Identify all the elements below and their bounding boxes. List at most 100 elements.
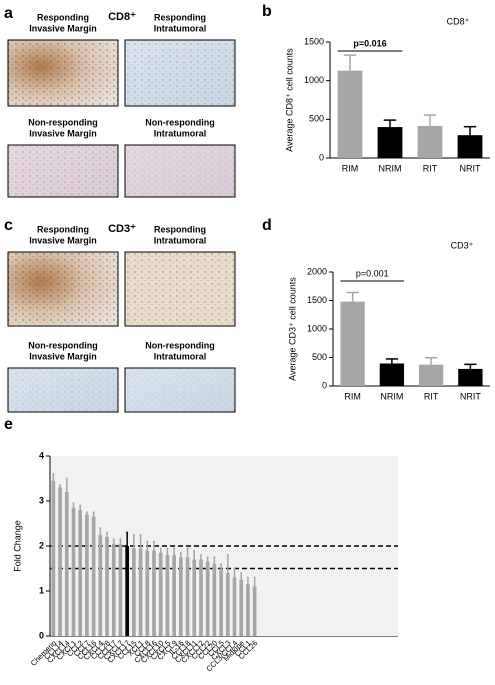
image-label: Invasive Margin (29, 23, 97, 33)
y-tick-label: 2 (39, 540, 44, 550)
bar (377, 127, 403, 158)
bar (105, 537, 109, 636)
x-tick-label: NRIT (460, 163, 481, 173)
micrographs (7, 39, 236, 413)
panel-letter: d (262, 217, 272, 234)
x-tick-label: RIT (423, 163, 438, 173)
micrograph-texture (125, 368, 235, 412)
panel-letter: e (4, 416, 13, 433)
x-tick-label: RIM (344, 391, 361, 401)
bar (379, 363, 405, 386)
image-label: Non-responding (28, 340, 98, 350)
image-label: Non-responding (145, 340, 215, 350)
bar (158, 552, 163, 636)
image-label: Intratumoral (154, 128, 207, 138)
image-label: Invasive Margin (29, 235, 97, 245)
p-value: p=0.016 (353, 38, 386, 48)
x-tick-label: NRIT (460, 391, 481, 401)
bar (91, 516, 96, 636)
y-tick-label: 500 (309, 114, 324, 124)
bar (152, 550, 156, 636)
chart-title: CD8⁺ (447, 16, 470, 26)
bar (337, 70, 363, 158)
micrograph-texture (8, 40, 118, 106)
bar (71, 507, 76, 636)
bar (246, 584, 250, 636)
bar (417, 125, 443, 158)
bar (118, 543, 123, 636)
y-tick-label: 2000 (307, 266, 327, 276)
image-label: Non-responding (28, 117, 98, 127)
bar (340, 301, 365, 386)
panel-letter: b (262, 3, 272, 20)
panel-letter: a (4, 5, 13, 22)
image-label: Invasive Margin (29, 351, 97, 361)
y-tick-label: 1 (39, 585, 44, 595)
y-tick-label: 500 (312, 352, 327, 362)
y-tick-label: 1500 (307, 295, 327, 305)
panel-title: CD8⁺ (108, 11, 136, 23)
panel-letter: c (4, 217, 13, 234)
y-tick-label: 4 (39, 450, 44, 460)
micrograph-texture (125, 252, 235, 326)
bar (165, 555, 170, 636)
image-label: Responding (37, 224, 89, 234)
y-tick-label: 1000 (304, 75, 324, 85)
micrograph-texture (125, 145, 235, 197)
image-label: Non-responding (145, 117, 215, 127)
bar (138, 548, 143, 636)
y-tick-label: 0 (322, 380, 327, 390)
bar (64, 492, 69, 636)
bar (132, 548, 136, 636)
image-label: Responding (154, 224, 206, 234)
p-value: p=0.001 (356, 268, 389, 278)
micrograph-texture (125, 40, 235, 106)
bar (239, 579, 244, 636)
bar (219, 568, 223, 636)
bar (205, 561, 210, 636)
bar (98, 534, 103, 636)
bar (252, 586, 257, 636)
bar (185, 557, 190, 636)
x-tick-label: RIM (342, 163, 359, 173)
bar (192, 559, 197, 636)
bar (458, 368, 483, 386)
micrograph-texture (8, 252, 118, 326)
y-axis-label: Fold Change (12, 520, 22, 572)
y-tick-label: 0 (319, 152, 324, 162)
bar (78, 510, 83, 636)
image-label: Responding (154, 12, 206, 22)
image-label: Intratumoral (154, 235, 207, 245)
y-tick-label: 3 (39, 495, 44, 505)
bar (172, 555, 176, 636)
image-label: Invasive Margin (29, 128, 97, 138)
x-tick-label: RIT (424, 391, 439, 401)
x-tick-label: NRIM (380, 391, 403, 401)
micrograph-texture (8, 145, 118, 197)
bar (85, 514, 89, 636)
y-tick-label: 1000 (307, 323, 327, 333)
y-tick-label: 1500 (304, 36, 324, 46)
bar (58, 487, 62, 636)
image-label: Intratumoral (154, 351, 207, 361)
micrograph-texture (8, 368, 118, 412)
panel-title: CD3⁺ (108, 223, 136, 235)
y-axis-label: Average CD8⁺ cell counts (284, 48, 294, 152)
image-label: Responding (37, 12, 89, 22)
x-tick-label: NRIM (379, 163, 402, 173)
bar (51, 480, 56, 636)
image-label: Intratumoral (154, 23, 207, 33)
bar (225, 573, 230, 636)
bar (145, 550, 150, 636)
y-axis-label: Average CD3⁺ cell counts (287, 277, 297, 381)
bar (199, 559, 203, 636)
plot-background (51, 456, 398, 636)
bar (232, 577, 237, 636)
chart-title: CD3⁺ (451, 240, 474, 250)
bar (111, 543, 116, 636)
bar (178, 557, 183, 636)
bar (457, 135, 483, 158)
bar (125, 546, 130, 636)
bar (212, 564, 217, 636)
